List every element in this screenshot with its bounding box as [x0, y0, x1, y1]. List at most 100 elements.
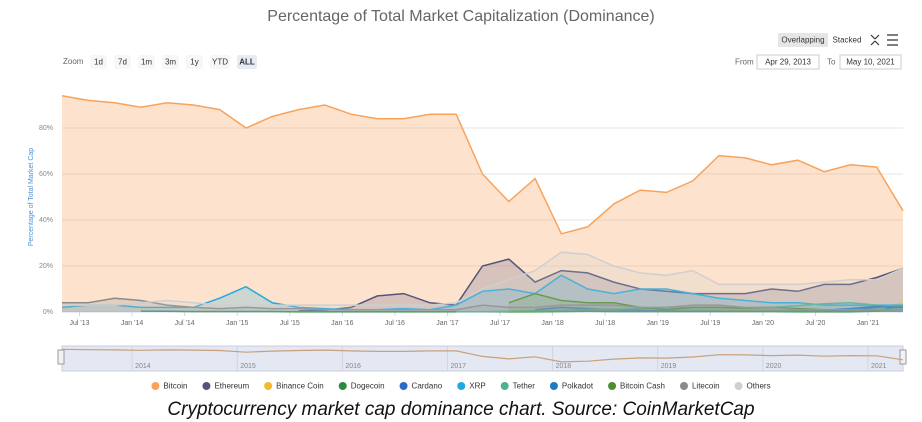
y-tick-label: 40%	[39, 217, 53, 224]
x-tick-label: Jan '18	[541, 320, 563, 327]
x-tick-label: Jan '14	[121, 320, 143, 327]
legend-label: Polkadot	[562, 382, 594, 391]
legend-label: Cardano	[412, 382, 443, 391]
fullscreen-icon[interactable]	[870, 34, 880, 46]
zoom-button[interactable]: 3m	[165, 58, 176, 67]
zoom-button-bg[interactable]	[210, 55, 230, 69]
y-tick-label: 0%	[43, 309, 53, 316]
legend-item[interactable]: XRP	[457, 382, 486, 391]
legend-item[interactable]: Cardano	[399, 382, 443, 391]
legend-item[interactable]: Binance Coin	[264, 382, 324, 391]
legend-item[interactable]: Polkadot	[549, 382, 594, 391]
navigator-label: 2019	[661, 363, 677, 370]
zoom-button-bg[interactable]	[138, 55, 155, 69]
x-tick-label: Jan '19	[647, 320, 669, 327]
zoom-button-bg[interactable]	[90, 55, 107, 69]
navigator-line	[61, 348, 904, 363]
x-tick-label: Jul '15	[280, 320, 300, 327]
x-tick-label: Jul '13	[70, 320, 90, 327]
x-tick-label: Jul '14	[175, 320, 195, 327]
zoom-button-bg[interactable]	[162, 55, 179, 69]
navigator-label: 2016	[345, 363, 361, 370]
from-label: From	[735, 58, 754, 67]
legend-item[interactable]: Others	[734, 382, 771, 391]
legend-symbol	[500, 382, 509, 390]
area-line	[298, 258, 904, 312]
legend-label: Bitcoin	[163, 382, 187, 391]
zoom-button[interactable]: 1d	[94, 58, 103, 67]
zoom-button[interactable]: ALL	[239, 58, 255, 67]
from-input[interactable]	[756, 54, 820, 70]
legend-label: XRP	[469, 382, 485, 391]
legend-label: Others	[747, 382, 771, 391]
zoom-button[interactable]: 7d	[118, 58, 127, 67]
x-tick-label: Jul '17	[490, 320, 510, 327]
navigator-handle[interactable]	[899, 349, 907, 365]
y-tick-label: 60%	[39, 171, 53, 178]
mode-button[interactable]: Stacked	[833, 36, 862, 45]
area-line	[61, 95, 904, 235]
menu-icon[interactable]	[887, 34, 898, 46]
zoom-button[interactable]: 1y	[190, 58, 198, 67]
legend-label: Tether	[513, 382, 536, 391]
to-label: To	[827, 58, 836, 67]
y-tick-label: 20%	[39, 263, 53, 270]
area-fill	[62, 252, 903, 312]
x-tick-label: Jan '15	[226, 320, 248, 327]
mode-button-bg[interactable]	[778, 33, 828, 47]
chart-title: Percentage of Total Market Capitalizatio…	[267, 8, 654, 25]
legend-item[interactable]: Tether	[500, 382, 536, 391]
navigator-label: 2014	[135, 363, 151, 370]
legend-symbol	[549, 382, 558, 390]
legend-item[interactable]: Dogecoin	[338, 382, 385, 391]
y-axis-title: Percentage of Total Market Cap	[28, 148, 35, 246]
navigator-label: 2015	[240, 363, 256, 370]
legend-symbol	[202, 382, 211, 390]
x-tick-label: Jul '19	[700, 320, 720, 327]
legend-label: Bitcoin Cash	[620, 382, 665, 391]
navigator-label: 2021	[871, 363, 887, 370]
series	[298, 258, 904, 312]
legend-symbol	[608, 382, 617, 390]
to-input[interactable]	[839, 54, 902, 70]
legend: Bitcoin Ethereum Binance Coin Dogecoin Carda…	[151, 382, 771, 391]
legend-item[interactable]: Ethereum	[202, 382, 249, 391]
area-line	[62, 297, 903, 311]
area-line	[61, 274, 903, 311]
legend-symbol	[679, 382, 688, 390]
from-date: Apr 29, 2013	[765, 58, 811, 67]
to-date: May 10, 2021	[846, 58, 895, 67]
navigator-label: 2017	[450, 363, 466, 370]
zoom-button-bg[interactable]	[114, 55, 131, 69]
area-fill	[508, 293, 903, 312]
x-tick-label: Jan '20	[752, 320, 774, 327]
caption: Cryptocurrency market cap dominance char…	[167, 399, 754, 420]
area-line	[62, 251, 904, 306]
zoom-label: Zoom	[63, 57, 84, 66]
zoom-button[interactable]: YTD	[212, 58, 228, 67]
zoom-button-bg[interactable]	[237, 55, 257, 69]
x-tick-label: Jul '18	[595, 320, 615, 327]
toolbar-icons	[870, 34, 898, 46]
navigator-label: 2018	[556, 363, 572, 370]
zoom-button[interactable]: 1m	[141, 58, 152, 67]
area-fill	[62, 95, 903, 312]
mode-button[interactable]: Overlapping	[781, 36, 824, 45]
legend-label: Ethereum	[214, 382, 249, 391]
legend-item[interactable]: Bitcoin	[151, 382, 187, 391]
legend-symbol	[734, 382, 743, 390]
navigator-handle[interactable]	[57, 349, 65, 365]
legend-symbol	[399, 382, 408, 390]
legend-label: Binance Coin	[276, 382, 324, 391]
legend-item[interactable]: Litecoin	[679, 382, 720, 391]
x-tick-label: Jan '21	[857, 320, 879, 327]
x-tick-label: Jul '20	[805, 320, 825, 327]
legend-label: Litecoin	[692, 382, 720, 391]
zoom-button-bg[interactable]	[186, 55, 203, 69]
legend-item[interactable]: Bitcoin Cash	[608, 382, 665, 391]
legend-label: Dogecoin	[351, 382, 385, 391]
y-tick-label: 80%	[39, 125, 53, 132]
x-tick-label: Jan '16	[331, 320, 353, 327]
navigator-label: 2020	[766, 363, 782, 370]
